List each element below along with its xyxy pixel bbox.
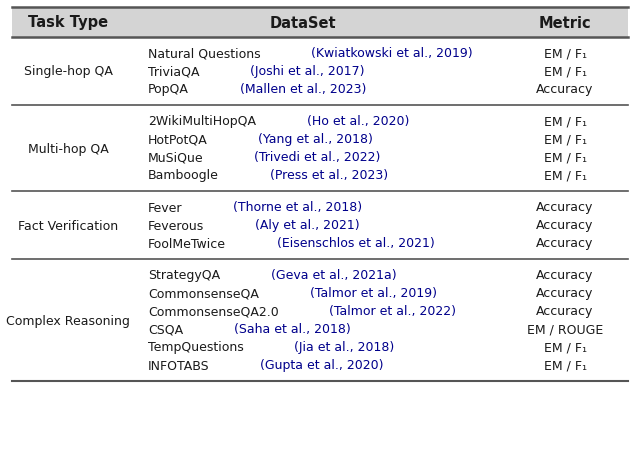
Text: 2WikiMultiHopQA: 2WikiMultiHopQA [148, 115, 256, 128]
Text: Fever: Fever [148, 201, 182, 214]
Text: (Eisenschlos et al., 2021): (Eisenschlos et al., 2021) [273, 237, 435, 250]
Bar [12, 192, 628, 259]
Text: EM / F₁: EM / F₁ [543, 359, 586, 372]
Text: (Press et al., 2023): (Press et al., 2023) [266, 169, 388, 182]
Text: (Aly et al., 2021): (Aly et al., 2021) [251, 219, 360, 232]
Text: (Ho et al., 2020): (Ho et al., 2020) [303, 115, 409, 128]
Text: EM / F₁: EM / F₁ [543, 169, 586, 182]
Text: Multi-hop QA: Multi-hop QA [28, 142, 108, 155]
Text: Accuracy: Accuracy [536, 201, 594, 214]
Text: EM / F₁: EM / F₁ [543, 47, 586, 60]
Text: MuSiQue: MuSiQue [148, 151, 204, 164]
Text: Task Type: Task Type [28, 15, 108, 30]
Text: (Joshi et al., 2017): (Joshi et al., 2017) [246, 65, 365, 78]
Text: EM / F₁: EM / F₁ [543, 341, 586, 354]
Text: CSQA: CSQA [148, 323, 183, 336]
Text: EM / F₁: EM / F₁ [543, 65, 586, 78]
Text: Complex Reasoning: Complex Reasoning [6, 314, 130, 327]
Text: Accuracy: Accuracy [536, 237, 594, 250]
Text: CommonsenseQA2.0: CommonsenseQA2.0 [148, 305, 279, 318]
Text: CommonsenseQA: CommonsenseQA [148, 287, 259, 300]
Text: (Gupta et al., 2020): (Gupta et al., 2020) [257, 359, 384, 372]
Text: (Saha et al., 2018): (Saha et al., 2018) [230, 323, 351, 336]
Text: Fact Verification: Fact Verification [18, 219, 118, 232]
Text: HotPotQA: HotPotQA [148, 133, 208, 146]
Text: INFOTABS: INFOTABS [148, 359, 210, 372]
Text: Accuracy: Accuracy [536, 269, 594, 282]
Bar [12, 38, 628, 106]
Text: Accuracy: Accuracy [536, 305, 594, 318]
Text: EM / F₁: EM / F₁ [543, 151, 586, 164]
Text: (Mallen et al., 2023): (Mallen et al., 2023) [236, 83, 366, 96]
Text: (Talmor et al., 2022): (Talmor et al., 2022) [326, 305, 456, 318]
Text: PopQA: PopQA [148, 83, 189, 96]
Bar [12, 106, 628, 192]
Text: (Jia et al., 2018): (Jia et al., 2018) [291, 341, 395, 354]
Text: Accuracy: Accuracy [536, 83, 594, 96]
Text: DataSet: DataSet [269, 15, 336, 30]
Text: Accuracy: Accuracy [536, 219, 594, 232]
Text: Metric: Metric [539, 15, 591, 30]
Text: EM / F₁: EM / F₁ [543, 115, 586, 128]
Text: Accuracy: Accuracy [536, 287, 594, 300]
Text: (Talmor et al., 2019): (Talmor et al., 2019) [305, 287, 436, 300]
Text: Natural Questions: Natural Questions [148, 47, 260, 60]
Text: (Thorne et al., 2018): (Thorne et al., 2018) [229, 201, 362, 214]
Text: TempQuestions: TempQuestions [148, 341, 244, 354]
Text: FoolMeTwice: FoolMeTwice [148, 237, 226, 250]
Text: Single-hop QA: Single-hop QA [24, 65, 113, 78]
Text: StrategyQA: StrategyQA [148, 269, 220, 282]
Text: TriviaQA: TriviaQA [148, 65, 200, 78]
Text: (Geva et al., 2021a): (Geva et al., 2021a) [267, 269, 396, 282]
Text: Bamboogle: Bamboogle [148, 169, 219, 182]
Bar [12, 259, 628, 381]
Text: (Yang et al., 2018): (Yang et al., 2018) [255, 133, 373, 146]
Text: (Trivedi et al., 2022): (Trivedi et al., 2022) [250, 151, 381, 164]
Text: EM / ROUGE: EM / ROUGE [527, 323, 603, 336]
Text: EM / F₁: EM / F₁ [543, 133, 586, 146]
Text: (Kwiatkowski et al., 2019): (Kwiatkowski et al., 2019) [307, 47, 473, 60]
Text: Feverous: Feverous [148, 219, 204, 232]
Bar [12, 8, 628, 38]
